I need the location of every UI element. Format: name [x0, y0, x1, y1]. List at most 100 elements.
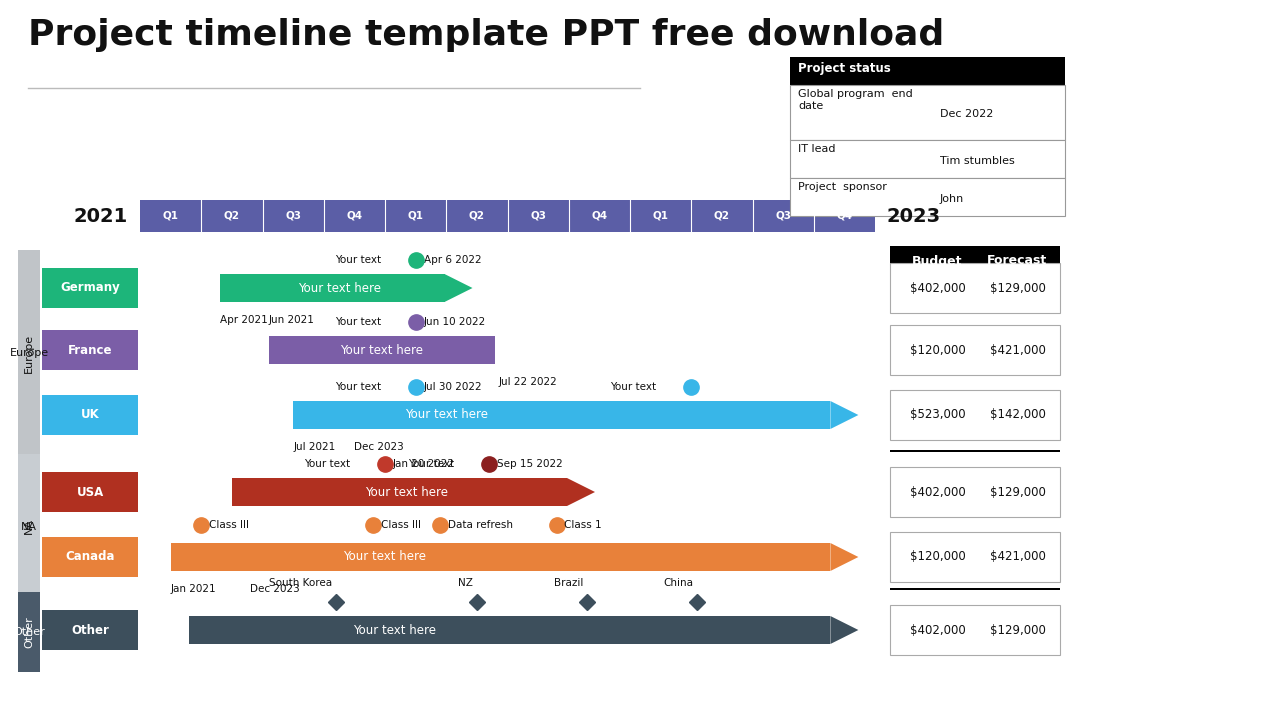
FancyBboxPatch shape: [890, 467, 1060, 517]
FancyBboxPatch shape: [790, 57, 1065, 85]
FancyBboxPatch shape: [189, 616, 831, 644]
FancyBboxPatch shape: [42, 395, 138, 435]
Text: $421,000: $421,000: [989, 551, 1046, 564]
Text: $129,000: $129,000: [989, 282, 1046, 294]
Text: USA: USA: [77, 485, 104, 498]
Text: John: John: [940, 194, 964, 204]
FancyBboxPatch shape: [42, 472, 138, 512]
Text: Q2: Q2: [714, 211, 730, 221]
Text: France: France: [68, 343, 113, 356]
Text: Other: Other: [13, 627, 45, 637]
Polygon shape: [567, 478, 595, 506]
Text: 2023: 2023: [887, 207, 941, 225]
Text: Project  sponsor: Project sponsor: [797, 182, 887, 192]
Text: Other: Other: [24, 616, 35, 648]
Text: Your text here: Your text here: [404, 408, 488, 421]
Text: Europe: Europe: [9, 348, 49, 359]
Text: Project status: Project status: [797, 62, 891, 75]
FancyBboxPatch shape: [18, 592, 40, 672]
Text: $421,000: $421,000: [989, 343, 1046, 356]
Polygon shape: [831, 543, 859, 571]
FancyBboxPatch shape: [890, 263, 1060, 313]
FancyBboxPatch shape: [42, 330, 138, 370]
FancyBboxPatch shape: [890, 588, 1060, 590]
Text: Global program  end
date: Global program end date: [797, 89, 913, 111]
Text: Q2: Q2: [468, 211, 485, 221]
Polygon shape: [831, 401, 859, 429]
Text: Your text: Your text: [408, 459, 454, 469]
Text: Your text: Your text: [335, 317, 381, 327]
Text: Budget: Budget: [913, 254, 963, 268]
Text: $129,000: $129,000: [989, 624, 1046, 636]
FancyBboxPatch shape: [18, 454, 40, 599]
FancyBboxPatch shape: [890, 246, 1060, 276]
Text: Dec 2023: Dec 2023: [251, 584, 300, 594]
Text: $120,000: $120,000: [910, 343, 965, 356]
Text: Jul 30 2022: Jul 30 2022: [424, 382, 483, 392]
Text: Jan 20 2022: Jan 20 2022: [393, 459, 454, 469]
Text: Q4: Q4: [591, 211, 608, 221]
Text: China: China: [663, 578, 694, 588]
Text: Class III: Class III: [209, 520, 250, 530]
Text: Project timeline template PPT free download: Project timeline template PPT free downl…: [28, 18, 945, 52]
FancyBboxPatch shape: [18, 250, 40, 457]
FancyBboxPatch shape: [232, 478, 567, 506]
Text: $402,000: $402,000: [910, 624, 965, 636]
Text: Jan 2021: Jan 2021: [170, 584, 216, 594]
Text: Europe: Europe: [24, 334, 35, 373]
Text: Q3: Q3: [776, 211, 791, 221]
Text: NA: NA: [24, 518, 35, 534]
FancyBboxPatch shape: [42, 268, 138, 308]
Text: Your text here: Your text here: [343, 551, 426, 564]
Text: NZ: NZ: [458, 578, 472, 588]
FancyBboxPatch shape: [890, 605, 1060, 655]
Text: Your text: Your text: [305, 459, 351, 469]
Text: $120,000: $120,000: [910, 551, 965, 564]
Text: Q4: Q4: [347, 211, 362, 221]
Text: Canada: Canada: [65, 551, 115, 564]
Text: Class 1: Class 1: [564, 520, 602, 530]
Text: Q1: Q1: [407, 211, 424, 221]
Text: Tim stumbles: Tim stumbles: [940, 156, 1015, 166]
FancyBboxPatch shape: [890, 532, 1060, 582]
Text: Your text here: Your text here: [365, 485, 448, 498]
Text: Q1: Q1: [163, 211, 179, 221]
Text: Your text: Your text: [335, 255, 381, 265]
Text: 2021: 2021: [74, 207, 128, 225]
FancyBboxPatch shape: [220, 274, 444, 302]
FancyBboxPatch shape: [269, 336, 495, 364]
Polygon shape: [831, 616, 859, 644]
Text: South Korea: South Korea: [269, 578, 332, 588]
Text: Your text: Your text: [611, 382, 657, 392]
FancyBboxPatch shape: [790, 85, 1065, 140]
Text: Jul 22 2022: Jul 22 2022: [498, 377, 557, 387]
FancyBboxPatch shape: [42, 610, 138, 650]
Text: Q3: Q3: [285, 211, 301, 221]
FancyBboxPatch shape: [790, 178, 1065, 216]
FancyBboxPatch shape: [42, 537, 138, 577]
Text: Dec 2022: Dec 2022: [940, 109, 993, 119]
Text: Germany: Germany: [60, 282, 120, 294]
Text: $523,000: $523,000: [910, 408, 965, 421]
Text: Jun 10 2022: Jun 10 2022: [424, 317, 486, 327]
Text: Data refresh: Data refresh: [448, 520, 513, 530]
Text: Sep 15 2022: Sep 15 2022: [497, 459, 563, 469]
Text: Apr 6 2022: Apr 6 2022: [424, 255, 481, 265]
Text: Your text here: Your text here: [340, 343, 424, 356]
Text: NA: NA: [20, 521, 37, 531]
Text: Brazil: Brazil: [554, 578, 584, 588]
Text: Q4: Q4: [836, 211, 852, 221]
Text: Q3: Q3: [530, 211, 547, 221]
Text: Other: Other: [72, 624, 109, 636]
Text: $402,000: $402,000: [910, 485, 965, 498]
Text: Dec 2023: Dec 2023: [355, 442, 404, 452]
FancyBboxPatch shape: [890, 390, 1060, 440]
FancyBboxPatch shape: [170, 543, 831, 571]
Text: Forecast: Forecast: [987, 254, 1047, 268]
Text: Jul 2021: Jul 2021: [293, 442, 335, 452]
Text: Q2: Q2: [224, 211, 239, 221]
Text: Your text here: Your text here: [353, 624, 435, 636]
Text: Your text: Your text: [335, 382, 381, 392]
Text: $402,000: $402,000: [910, 282, 965, 294]
Text: Jun 2021: Jun 2021: [269, 315, 315, 325]
